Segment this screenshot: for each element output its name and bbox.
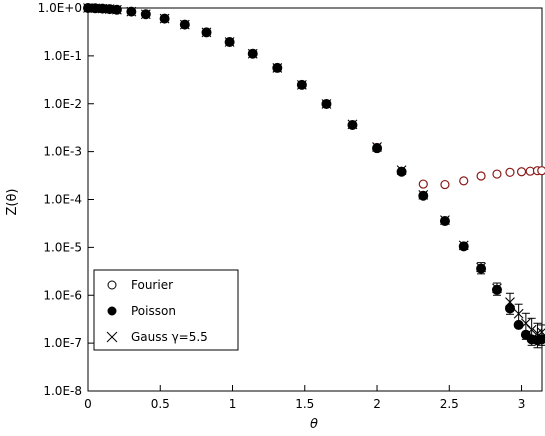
gauss-point [201,27,212,38]
fourier-point [418,179,428,189]
gauss-point [505,297,515,307]
poisson-point [536,334,545,345]
gauss-point [224,37,235,47]
legend-gauss-marker-b [106,331,118,343]
gauss-point [140,9,151,20]
legend-fourier-marker [107,280,117,290]
poisson-point [504,303,515,314]
y-axis-label: Z(θ) [5,188,20,215]
gauss-point [347,119,358,130]
gauss-point [159,13,170,24]
legend-fourier-label: Fourier [131,278,173,292]
gauss-point [526,324,537,335]
gauss-point [112,4,122,15]
gauss-point [458,240,469,251]
legend-box [93,269,239,351]
gauss-point [476,262,486,273]
poisson-point [439,216,450,227]
gauss-point [418,189,429,200]
legend-poisson-marker [107,306,117,316]
gauss-point [321,99,332,109]
poisson-point [491,284,502,295]
series-gauss [83,3,545,339]
poisson-point [418,190,429,201]
poisson-point [513,319,524,330]
y-tick-label: 1.0E-3 [43,145,82,159]
gauss-point [179,19,190,30]
y-tick-label: 1.0E-4 [43,193,82,207]
gauss-point [520,318,531,329]
y-tick-label: 1.0E-8 [43,384,82,398]
gauss-point [513,308,524,319]
gauss-point [296,79,307,90]
x-tick-label: 3 [518,397,526,411]
gauss-point [492,283,502,294]
x-tick-label: 2.5 [440,397,459,411]
gauss-point [97,3,108,14]
poisson-point [458,241,469,252]
legend: Fourier Poisson Gauss γ=5.5 [93,269,239,351]
poisson-point [372,143,383,154]
fourier-point [459,176,469,186]
y-tick-label: 1.0E-6 [43,288,82,302]
poisson-point [396,166,407,177]
legend-poisson-label: Poisson [131,304,176,318]
fourier-point [440,179,450,190]
x-tick-label: 1 [229,397,237,411]
gauss-point [83,3,93,13]
y-tick-label: 1.0E-1 [43,49,82,63]
x-tick-label: 0 [84,397,92,411]
gauss-point [440,215,450,226]
x-axis-label: θ [310,417,318,432]
fourier-point [505,167,515,177]
fourier-point [476,171,486,181]
y-tick-label: 1.0E-5 [43,240,82,254]
y-tick-label: 1.0E+0 [38,1,82,15]
gauss-point [372,142,382,152]
fourier-point [492,169,502,179]
gauss-point [272,63,283,73]
gauss-point [126,6,137,17]
poisson-point [476,263,487,274]
y-axis: 1.0E+0 1.0E-1 1.0E-2 1.0E-3 1.0E-4 1.0E-5 1.0E… [38,1,94,398]
fourier-point [537,166,545,176]
gauss-point [90,3,101,14]
x-tick-label: 1.5 [295,397,314,411]
y-tick-label: 1.0E-2 [43,97,82,111]
y-tick-label: 1.0E-7 [43,336,82,350]
gauss-point [396,165,407,176]
x-tick-label: 2 [373,397,381,411]
legend-gauss-label: Gauss γ=5.5 [131,330,208,344]
fourier-point [516,167,527,177]
x-tick-label: 0.5 [151,397,170,411]
gauss-point [247,48,258,59]
x-axis: 0 0.5 1 1.5 2 2.5 3 [84,385,525,411]
